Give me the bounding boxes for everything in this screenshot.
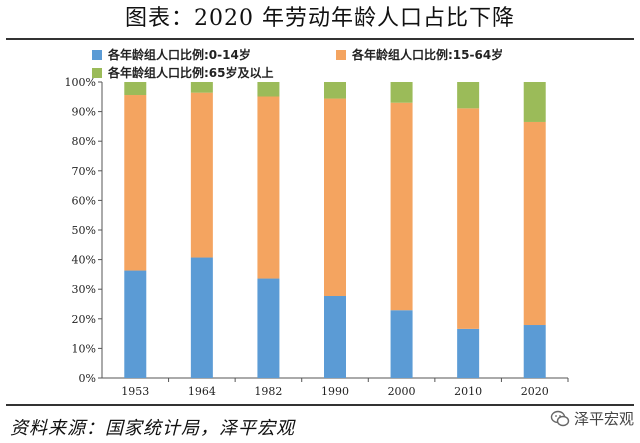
bar-segment-1990-series-0: [324, 296, 346, 378]
bar-segment-1982-series-2: [257, 82, 280, 97]
watermark: 泽平宏观: [550, 408, 634, 429]
bar-segment-2000-series-2: [390, 82, 413, 103]
legend-label: 各年龄组人口比例:0-14岁: [108, 48, 251, 62]
bar-segment-2000-series-1: [390, 102, 413, 311]
bar-segment-1982-series-1: [257, 96, 280, 279]
x-tick-label: 1953: [121, 385, 149, 398]
legend-swatch: [92, 49, 102, 60]
legend-swatch: [336, 49, 346, 60]
wechat-icon: [550, 410, 570, 426]
bar-segment-2020-series-2: [523, 82, 546, 122]
y-tick-label: 80%: [72, 135, 96, 148]
source-note: 资料来源：国家统计局，泽平宏观: [10, 418, 295, 439]
bar-segment-2000-series-0: [390, 310, 413, 378]
legend-item-0-14: 各年龄组人口比例:0-14岁: [92, 46, 251, 63]
legend-item-65-plus: 各年龄组人口比例:65岁及以上: [92, 64, 274, 81]
legend-swatch: [92, 67, 102, 78]
x-tick-label: 2020: [521, 385, 549, 398]
y-tick-label: 60%: [72, 194, 96, 207]
bar-segment-1964-series-1: [190, 92, 213, 258]
y-tick-label: 70%: [72, 165, 96, 178]
bar-segment-2020-series-1: [523, 121, 546, 326]
watermark-text: 泽平宏观: [573, 410, 634, 428]
source-divider: [6, 404, 634, 406]
y-tick-label: 0%: [79, 372, 96, 385]
bar-segment-2020-series-0: [523, 325, 546, 378]
bar-segment-2010-series-0: [457, 328, 480, 378]
y-tick-label: 20%: [72, 313, 96, 326]
y-tick-label: 100%: [65, 76, 96, 89]
bar-segment-1990-series-1: [324, 98, 346, 297]
x-tick-label: 2010: [454, 385, 482, 398]
y-tick-label: 40%: [72, 254, 96, 267]
y-tick-label: 30%: [72, 283, 96, 296]
y-tick-label: 50%: [72, 224, 96, 237]
legend-label: 各年龄组人口比例:15-64岁: [352, 48, 504, 62]
bar-segment-2010-series-1: [457, 108, 480, 329]
x-tick-label: 1982: [254, 385, 282, 398]
legend: 各年龄组人口比例:0-14岁 各年龄组人口比例:15-64岁 各年龄组人口比例:…: [0, 42, 640, 84]
bar-segment-1982-series-0: [257, 278, 280, 378]
chart-title: 图表：2020 年劳动年龄人口占比下降: [125, 6, 515, 31]
stacked-bar-chart: 0% 10% 20% 30% 40% 50% 60% 70% 80% 90% 100% 1953 196…: [65, 76, 569, 398]
title-divider: [6, 38, 634, 40]
bar-segment-1964-series-0: [190, 257, 213, 378]
bar-segment-1990-series-2: [324, 82, 346, 99]
x-tick-label: 1990: [321, 385, 349, 398]
bar-segment-1964-series-2: [190, 82, 213, 93]
legend-label: 各年龄组人口比例:65岁及以上: [108, 66, 274, 80]
bar-segment-2010-series-2: [457, 82, 480, 109]
bar-segment-1953-series-1: [124, 95, 147, 271]
x-tick-label: 1964: [188, 385, 216, 398]
legend-item-15-64: 各年龄组人口比例:15-64岁: [336, 46, 503, 63]
bar-segment-1953-series-0: [124, 270, 147, 378]
y-tick-label: 90%: [72, 106, 96, 119]
y-tick-label: 10%: [72, 342, 96, 355]
x-tick-label: 2000: [388, 385, 416, 398]
bar-segment-1953-series-2: [124, 82, 147, 96]
